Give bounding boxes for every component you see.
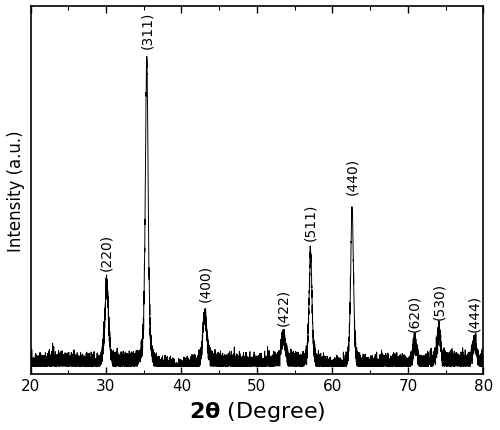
Text: (530): (530): [432, 282, 446, 319]
Text: (620): (620): [408, 294, 422, 332]
X-axis label: $\mathbf{2\theta}$ (Degree): $\mathbf{2\theta}$ (Degree): [188, 399, 326, 423]
Text: (511): (511): [304, 203, 318, 240]
Text: (440): (440): [345, 158, 359, 195]
Text: (444): (444): [468, 294, 481, 332]
Text: (422): (422): [276, 288, 290, 325]
Y-axis label: Intensity (a.u.): Intensity (a.u.): [7, 130, 25, 251]
Text: (311): (311): [140, 12, 154, 49]
Text: (400): (400): [198, 264, 212, 301]
Text: (220): (220): [100, 233, 114, 271]
